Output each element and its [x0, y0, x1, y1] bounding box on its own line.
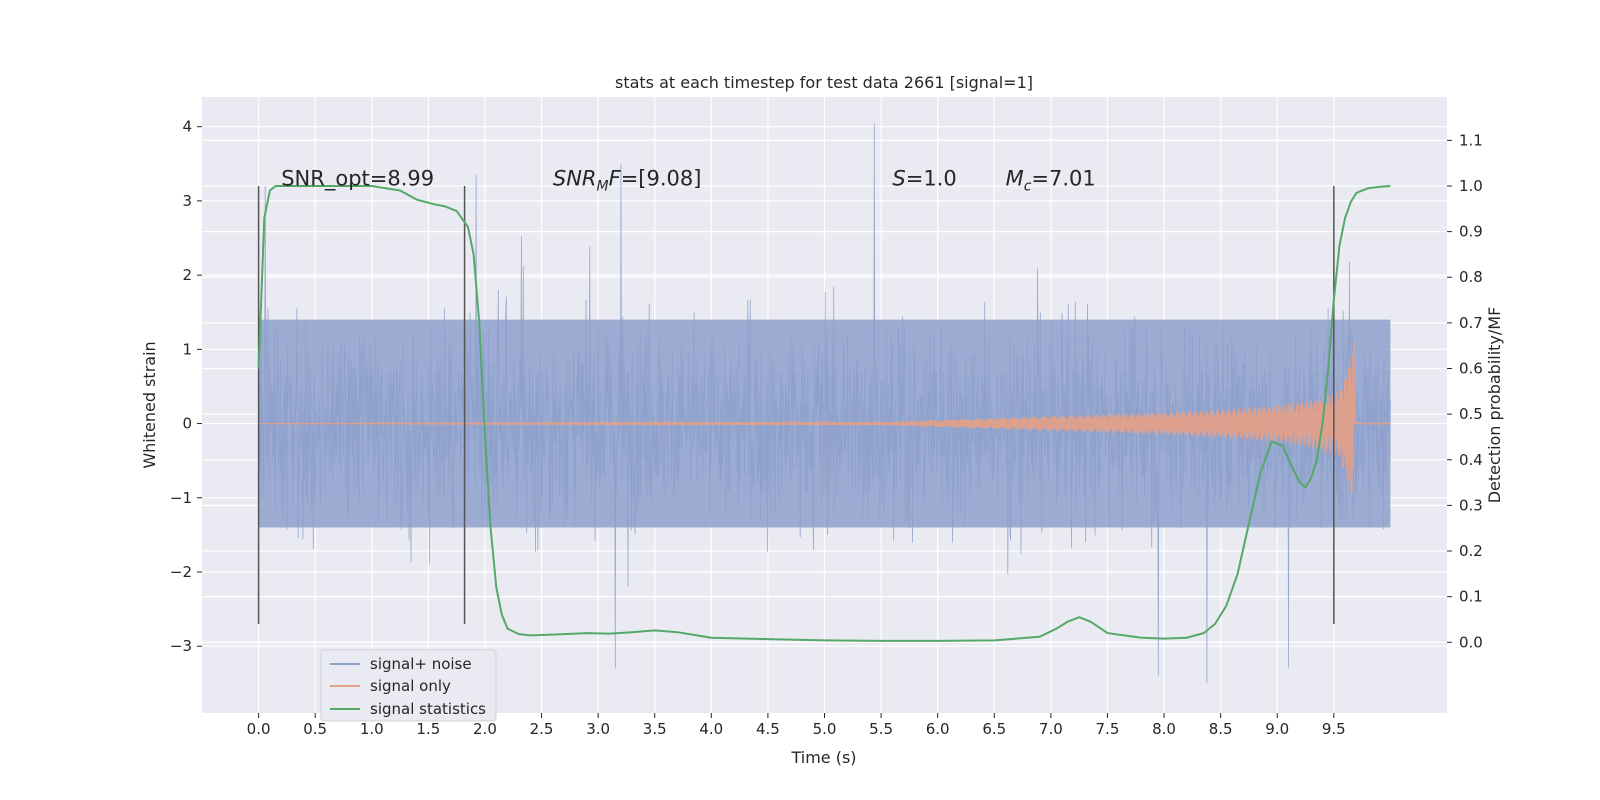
y2-tick-label-8: 0.8: [1459, 268, 1483, 286]
x-tick-label-6: 3.0: [586, 720, 610, 738]
y2-tick-label-1: 0.1: [1459, 588, 1483, 606]
x-tick-label-0: 0.0: [247, 720, 271, 738]
x-tick-label-9: 4.5: [756, 720, 780, 738]
x-tick-label-11: 5.5: [869, 720, 893, 738]
series-signal-statistics: [257, 185, 1391, 642]
annotation-1-subscript: M: [597, 179, 609, 195]
y2-tick-label-4: 0.4: [1459, 451, 1483, 469]
y2-tick-label-9: 0.9: [1459, 223, 1483, 241]
annotation-1: SNRMF=[9.08]: [553, 167, 702, 195]
annotation-2-value: =1.0: [906, 167, 957, 191]
y-tick-label-6: 3: [182, 192, 192, 210]
x-tick-label-5: 2.5: [530, 720, 554, 738]
y-tick-label-1: −2: [170, 563, 192, 581]
x-axis-ticks: 0.0 0.5 1.0 1.5 2.0 2.5 3.0 3.5 4.0 4.5 5.0 5.5 6.0 6…: [247, 713, 1346, 738]
annotation-2-symbol: S: [892, 167, 905, 191]
legend-label-signal-plus-noise: signal+ noise: [370, 655, 472, 673]
x-tick-label-10: 5.0: [813, 720, 837, 738]
x-tick-label-3: 1.5: [416, 720, 440, 738]
annotation-3: Mc=7.01: [1006, 167, 1096, 195]
x-axis-label: Time (s): [790, 748, 856, 767]
y2-tick-label-6: 0.6: [1459, 359, 1483, 377]
y-tick-label-7: 4: [182, 118, 192, 136]
x-tick-label-13: 6.5: [982, 720, 1006, 738]
legend: signal+ noise signal only signal statist…: [320, 649, 497, 722]
y2-tick-label-10: 1.0: [1459, 177, 1483, 195]
x-tick-label-8: 4.0: [699, 720, 723, 738]
x-tick-label-12: 6.0: [926, 720, 950, 738]
legend-label-signal-only: signal only: [370, 677, 451, 695]
y-axis-label: Whitened strain: [140, 341, 159, 468]
x-tick-label-1: 0.5: [303, 720, 327, 738]
chart-title: stats at each timestep for test data 266…: [615, 73, 1033, 92]
y2-tick-label-11: 1.1: [1459, 131, 1483, 149]
y-tick-label-3: 0: [182, 415, 192, 433]
statistics-line: [257, 185, 1391, 642]
y2-tick-label-7: 0.7: [1459, 314, 1483, 332]
y-tick-label-5: 2: [182, 266, 192, 284]
y2-axis-label: Detection probability/MF: [1485, 307, 1504, 504]
annotation-3-symbol: M: [1006, 167, 1024, 191]
x-tick-label-4: 2.0: [473, 720, 497, 738]
y-tick-label-0: −3: [170, 637, 192, 655]
chirp-trace: [258, 341, 1391, 495]
vertical-markers: [257, 186, 1335, 624]
y2-tick-label-2: 0.2: [1459, 542, 1483, 560]
annotation-2: S=1.0: [892, 167, 956, 191]
y2-tick-label-0: 0.0: [1459, 633, 1483, 651]
annotation-0: SNR_opt=8.99: [281, 167, 434, 192]
x-tick-label-19: 9.5: [1322, 720, 1346, 738]
x-tick-label-16: 8.0: [1152, 720, 1176, 738]
legend-label-signal-statistics: signal statistics: [370, 700, 486, 718]
annotation-1-f: F: [609, 167, 622, 191]
x-tick-label-14: 7.0: [1039, 720, 1063, 738]
series-signal-only: [258, 341, 1391, 495]
annotation-1-symbol: SNR: [553, 167, 597, 191]
y-tick-label-4: 1: [182, 340, 192, 358]
x-tick-label-17: 8.5: [1209, 720, 1233, 738]
annotation-3-subscript: c: [1024, 179, 1032, 195]
x-tick-label-15: 7.5: [1096, 720, 1120, 738]
y2-axis-ticks: 0.0 0.1 0.2 0.3 0.4 0.5 0.6 0.7 0.8 0.9 1.0 1.1: [1447, 131, 1483, 651]
annotation-1-value: =[9.08]: [621, 167, 702, 191]
y2-tick-label-5: 0.5: [1459, 405, 1483, 423]
annotations: SNR_opt=8.99 SNRMF=[9.08] S=1.0 Mc=7.01: [281, 167, 1096, 195]
x-tick-label-7: 3.5: [643, 720, 667, 738]
x-tick-label-18: 9.0: [1265, 720, 1289, 738]
x-tick-label-2: 1.0: [360, 720, 384, 738]
y2-tick-label-3: 0.3: [1459, 496, 1483, 514]
annotation-3-value: =7.01: [1031, 167, 1095, 191]
legend-box: [320, 649, 497, 722]
y-tick-label-2: −1: [170, 489, 192, 507]
y-axis-ticks: −3 −2 −1 0 1 2 3 4: [170, 118, 202, 655]
